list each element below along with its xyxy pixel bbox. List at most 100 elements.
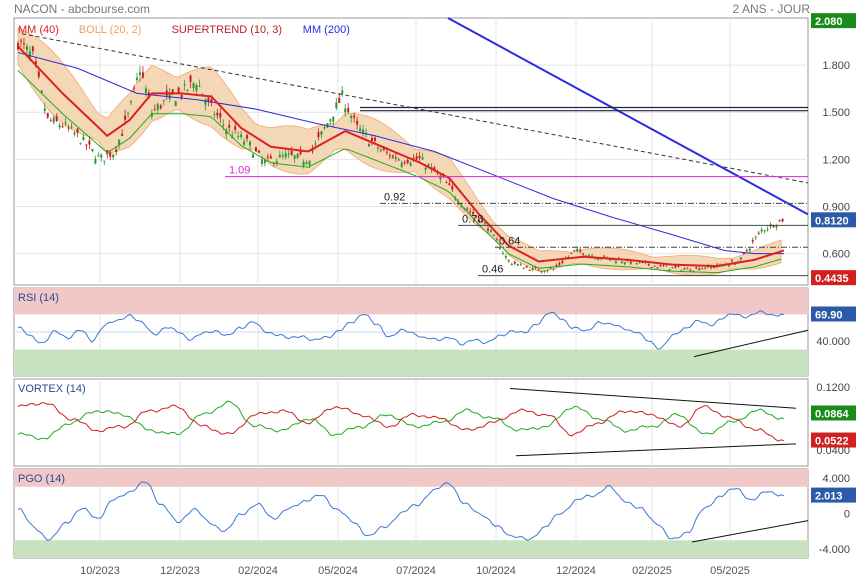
candle-body [100, 154, 103, 158]
candle-body [252, 154, 255, 158]
candle-body [46, 113, 49, 118]
candle-body [144, 88, 147, 94]
candle-body [751, 240, 754, 242]
candle-body [469, 211, 472, 213]
candle-body [97, 155, 100, 157]
candle-body [228, 125, 231, 128]
candle-body [531, 267, 534, 270]
candle-body [585, 255, 588, 257]
pgo-high-zone [14, 469, 808, 487]
candle-body [495, 239, 498, 241]
candle-body [344, 108, 347, 113]
candle-body [150, 112, 153, 117]
x-tick-label: 12/2024 [556, 565, 596, 577]
candle-body [94, 158, 97, 164]
candle-body [558, 262, 561, 265]
candle-body [391, 155, 394, 159]
candle-body [28, 51, 31, 58]
mm200-line [17, 52, 784, 255]
legend-entry: MM (200) [303, 24, 350, 36]
level-label: 0.64 [499, 235, 520, 247]
candle-body [376, 147, 379, 149]
candle-body [135, 77, 138, 80]
candle-body [305, 162, 308, 165]
candle-body [543, 270, 546, 272]
candle-body [109, 152, 112, 157]
candle-body [302, 161, 305, 166]
candle-body [17, 42, 19, 50]
price-badge [811, 212, 856, 228]
candle-body [546, 270, 549, 272]
candle-body [216, 112, 219, 116]
candle-body [478, 219, 481, 223]
candle-body [347, 107, 350, 113]
legend-entry: SUPERTREND (10, 3) [172, 24, 282, 36]
y-tick-label: 1.800 [822, 60, 850, 72]
vortex-badge [811, 405, 856, 421]
candle-body [284, 153, 287, 158]
rsi-line [17, 310, 785, 350]
candle-body [629, 261, 632, 264]
candle-body [246, 135, 249, 139]
rsi-label: RSI (14) [18, 292, 59, 304]
candle-body [513, 261, 516, 264]
candle-body [519, 264, 522, 266]
candle-body [623, 262, 626, 265]
pgo-badge-value: 2.013 [815, 491, 843, 503]
vortex-line-VI- [17, 402, 785, 442]
candle-body [528, 269, 531, 271]
legend-entry: BOLL (20, 2) [79, 24, 142, 36]
candle-body [314, 143, 317, 145]
candle-body [760, 229, 763, 232]
candle-body [683, 268, 686, 270]
candle-body [427, 164, 430, 166]
candle-body [263, 159, 266, 164]
candle-body [266, 156, 269, 158]
candle-body [525, 266, 528, 268]
candle-body [775, 225, 778, 228]
candle-body [55, 116, 58, 122]
candle-body [219, 113, 222, 118]
chart-period: 2 ANS - JOUR [732, 2, 810, 16]
candle-body [695, 267, 698, 269]
candle-body [356, 120, 359, 125]
candle-body [489, 229, 492, 233]
candle-body [701, 268, 704, 270]
candle-body [406, 159, 409, 164]
candle-body [290, 150, 293, 155]
candle-body [507, 259, 510, 261]
candle-body [668, 269, 671, 271]
candle-body [323, 127, 326, 129]
candle-body [409, 162, 412, 166]
level-label: 1.09 [229, 165, 250, 177]
candle-body [647, 264, 650, 266]
candle-body [781, 218, 784, 222]
long-trendline [447, 17, 809, 216]
candle-body [79, 143, 82, 145]
candle-body [403, 161, 406, 164]
x-tick-label: 02/2024 [238, 565, 278, 577]
candle-body [240, 134, 243, 137]
candle-body [421, 157, 424, 160]
candle-body [397, 159, 400, 161]
x-tick-label: 05/2025 [710, 565, 750, 577]
candle-body [710, 266, 713, 269]
candle-body [591, 255, 594, 257]
candle-body [766, 228, 769, 230]
candle-body [40, 90, 43, 93]
candle-body [739, 257, 742, 260]
candle-body [504, 256, 507, 258]
vortex-y-tick: 0.0400 [816, 445, 850, 457]
candle-body [448, 183, 451, 185]
candle-body [67, 127, 70, 129]
x-tick-label: 07/2024 [396, 565, 436, 577]
rsi-badge-value: 69.90 [815, 309, 843, 321]
x-tick-label: 10/2024 [476, 565, 516, 577]
rsi-y-tick: 40.000 [816, 336, 850, 348]
candle-body [118, 139, 121, 145]
candle-body [112, 154, 115, 158]
candle-body [472, 212, 475, 215]
candle-body [133, 87, 136, 89]
candle-body [207, 97, 210, 102]
candle-body [329, 119, 332, 122]
